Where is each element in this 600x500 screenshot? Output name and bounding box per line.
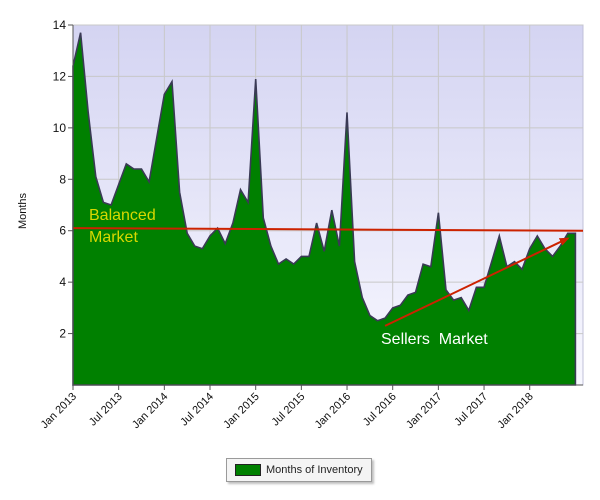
x-tick-label: Jul 2016 [361, 391, 399, 429]
x-tick-label: Jan 2014 [130, 391, 170, 431]
inventory-area [72, 32, 577, 386]
x-tick-label: Jul 2013 [87, 391, 125, 429]
balanced-market-line [72, 227, 584, 232]
y-tick-label: 12 [53, 69, 67, 83]
y-tick-label: 14 [53, 18, 67, 32]
legend-swatch [235, 464, 261, 476]
y-tick-label: 2 [59, 327, 66, 341]
annotation-balanced-market-line1: Balanced [89, 207, 156, 224]
x-tick-label: Jan 2015 [221, 391, 261, 431]
x-tick-label: Jul 2015 [270, 391, 308, 429]
sellers-market-trend-arrow [384, 237, 570, 327]
x-tick-label: Jan 2018 [495, 391, 535, 431]
x-tick-label: Jan 2013 [39, 391, 79, 431]
legend[interactable]: Months of Inventory [226, 458, 372, 482]
x-tick-label: Jan 2016 [313, 391, 353, 431]
legend-label: Months of Inventory [266, 464, 363, 476]
x-axis-ticks: Jan 2013 Jul 2013 Jan 2014 Jul 2014 Jan 2015… [39, 385, 536, 431]
x-tick-label: Jul 2017 [452, 391, 490, 429]
y-tick-label: 8 [59, 172, 66, 186]
y-axis-ticks: 2 4 6 8 10 12 14 [53, 18, 73, 341]
y-tick-label: 6 [59, 224, 66, 238]
annotation-sellers-market: Sellers Market [381, 331, 488, 348]
y-axis-label: Months [17, 192, 29, 230]
x-tick-label: Jan 2017 [404, 391, 444, 431]
y-tick-label: 4 [59, 275, 66, 289]
annotation-balanced-market-line2: Market [89, 229, 138, 246]
y-tick-label: 10 [53, 121, 67, 135]
x-tick-label: Jul 2014 [178, 391, 216, 429]
